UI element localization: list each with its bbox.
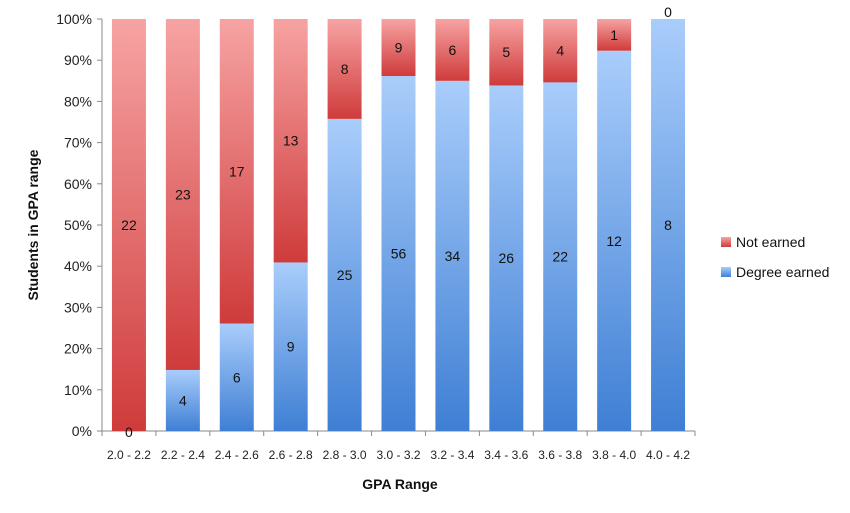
x-tick-label: 2.4 - 2.6: [215, 448, 259, 462]
bar-degree-earned: [381, 76, 416, 432]
bar-not-earned: [327, 19, 362, 119]
x-tick-label: 3.6 - 3.8: [538, 448, 582, 462]
y-tick-label: 90%: [64, 52, 92, 68]
bar-degree-earned: [597, 50, 632, 431]
x-axis-title: GPA Range: [362, 476, 438, 492]
x-tick-label: 2.0 - 2.2: [107, 448, 151, 462]
y-tick-label: 60%: [64, 176, 92, 192]
bar-not-earned: [435, 19, 470, 81]
data-label-not-earned: 6: [449, 42, 457, 58]
data-label-not-earned: 22: [121, 217, 137, 233]
legend-swatch: [721, 267, 731, 277]
y-tick-label: 10%: [64, 382, 92, 398]
bar-degree-earned: [165, 369, 200, 431]
y-tick-label: 80%: [64, 93, 92, 109]
data-label-not-earned: 4: [556, 43, 564, 59]
legend-swatch: [721, 237, 731, 247]
data-label-degree-earned: 22: [552, 249, 568, 265]
bar-degree-earned: [327, 118, 362, 431]
x-tick-label: 3.0 - 3.2: [376, 448, 420, 462]
bar-not-earned: [165, 19, 200, 370]
data-label-degree-earned: 26: [499, 250, 515, 266]
data-label-not-earned: 8: [341, 61, 349, 77]
y-tick-label: 0%: [72, 423, 92, 439]
y-tick-label: 30%: [64, 299, 92, 315]
data-label-degree-earned: 4: [179, 392, 187, 408]
bar-not-earned: [381, 19, 416, 77]
legend-label: Not earned: [736, 234, 805, 250]
x-tick-label: 2.6 - 2.8: [269, 448, 313, 462]
data-label-degree-earned: 34: [445, 248, 461, 264]
x-tick-label: 3.2 - 3.4: [430, 448, 474, 462]
data-label-degree-earned: 56: [391, 246, 407, 262]
data-label-not-earned: 1: [610, 27, 618, 43]
bar-degree-earned: [489, 85, 524, 432]
data-label-degree-earned: 0: [125, 424, 133, 440]
data-label-degree-earned: 12: [606, 233, 622, 249]
bar-not-earned: [543, 19, 578, 83]
x-tick-label: 4.0 - 4.2: [646, 448, 690, 462]
data-label-not-earned: 0: [664, 4, 672, 20]
y-axis-title: Students in GPA range: [25, 149, 41, 300]
y-tick-label: 50%: [64, 217, 92, 233]
data-label-not-earned: 23: [175, 186, 191, 202]
bar-not-earned: [597, 19, 632, 51]
bar-degree-earned: [543, 82, 578, 431]
y-tick-label: 20%: [64, 341, 92, 357]
x-tick-label: 2.8 - 3.0: [323, 448, 367, 462]
data-label-not-earned: 17: [229, 163, 245, 179]
y-tick-label: 40%: [64, 258, 92, 274]
data-label-degree-earned: 25: [337, 267, 353, 283]
bar-not-earned: [273, 19, 308, 263]
bar-degree-earned: [219, 323, 254, 431]
bar-not-earned: [489, 19, 524, 86]
bar-degree-earned: [651, 19, 686, 431]
data-label-not-earned: 5: [502, 44, 510, 60]
bar-degree-earned: [273, 262, 308, 431]
data-label-degree-earned: 6: [233, 369, 241, 385]
x-tick-label: 2.2 - 2.4: [161, 448, 205, 462]
y-tick-label: 70%: [64, 135, 92, 151]
x-tick-label: 3.8 - 4.0: [592, 448, 636, 462]
legend-label: Degree earned: [736, 264, 829, 280]
data-label-not-earned: 9: [395, 40, 403, 56]
bar-not-earned: [111, 19, 146, 431]
x-tick-label: 3.4 - 3.6: [484, 448, 528, 462]
data-label-degree-earned: 8: [664, 217, 672, 233]
y-tick-label: 100%: [56, 11, 92, 27]
bar-degree-earned: [435, 80, 470, 432]
data-label-not-earned: 13: [283, 133, 299, 149]
data-label-degree-earned: 9: [287, 339, 295, 355]
bar-not-earned: [219, 19, 254, 324]
